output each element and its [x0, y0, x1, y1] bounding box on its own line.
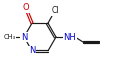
- Text: NH: NH: [64, 32, 76, 42]
- Text: N: N: [21, 32, 27, 42]
- Text: Cl: Cl: [51, 6, 59, 15]
- Text: N: N: [29, 46, 35, 55]
- Text: O: O: [23, 3, 29, 12]
- Text: CH₃: CH₃: [4, 34, 16, 40]
